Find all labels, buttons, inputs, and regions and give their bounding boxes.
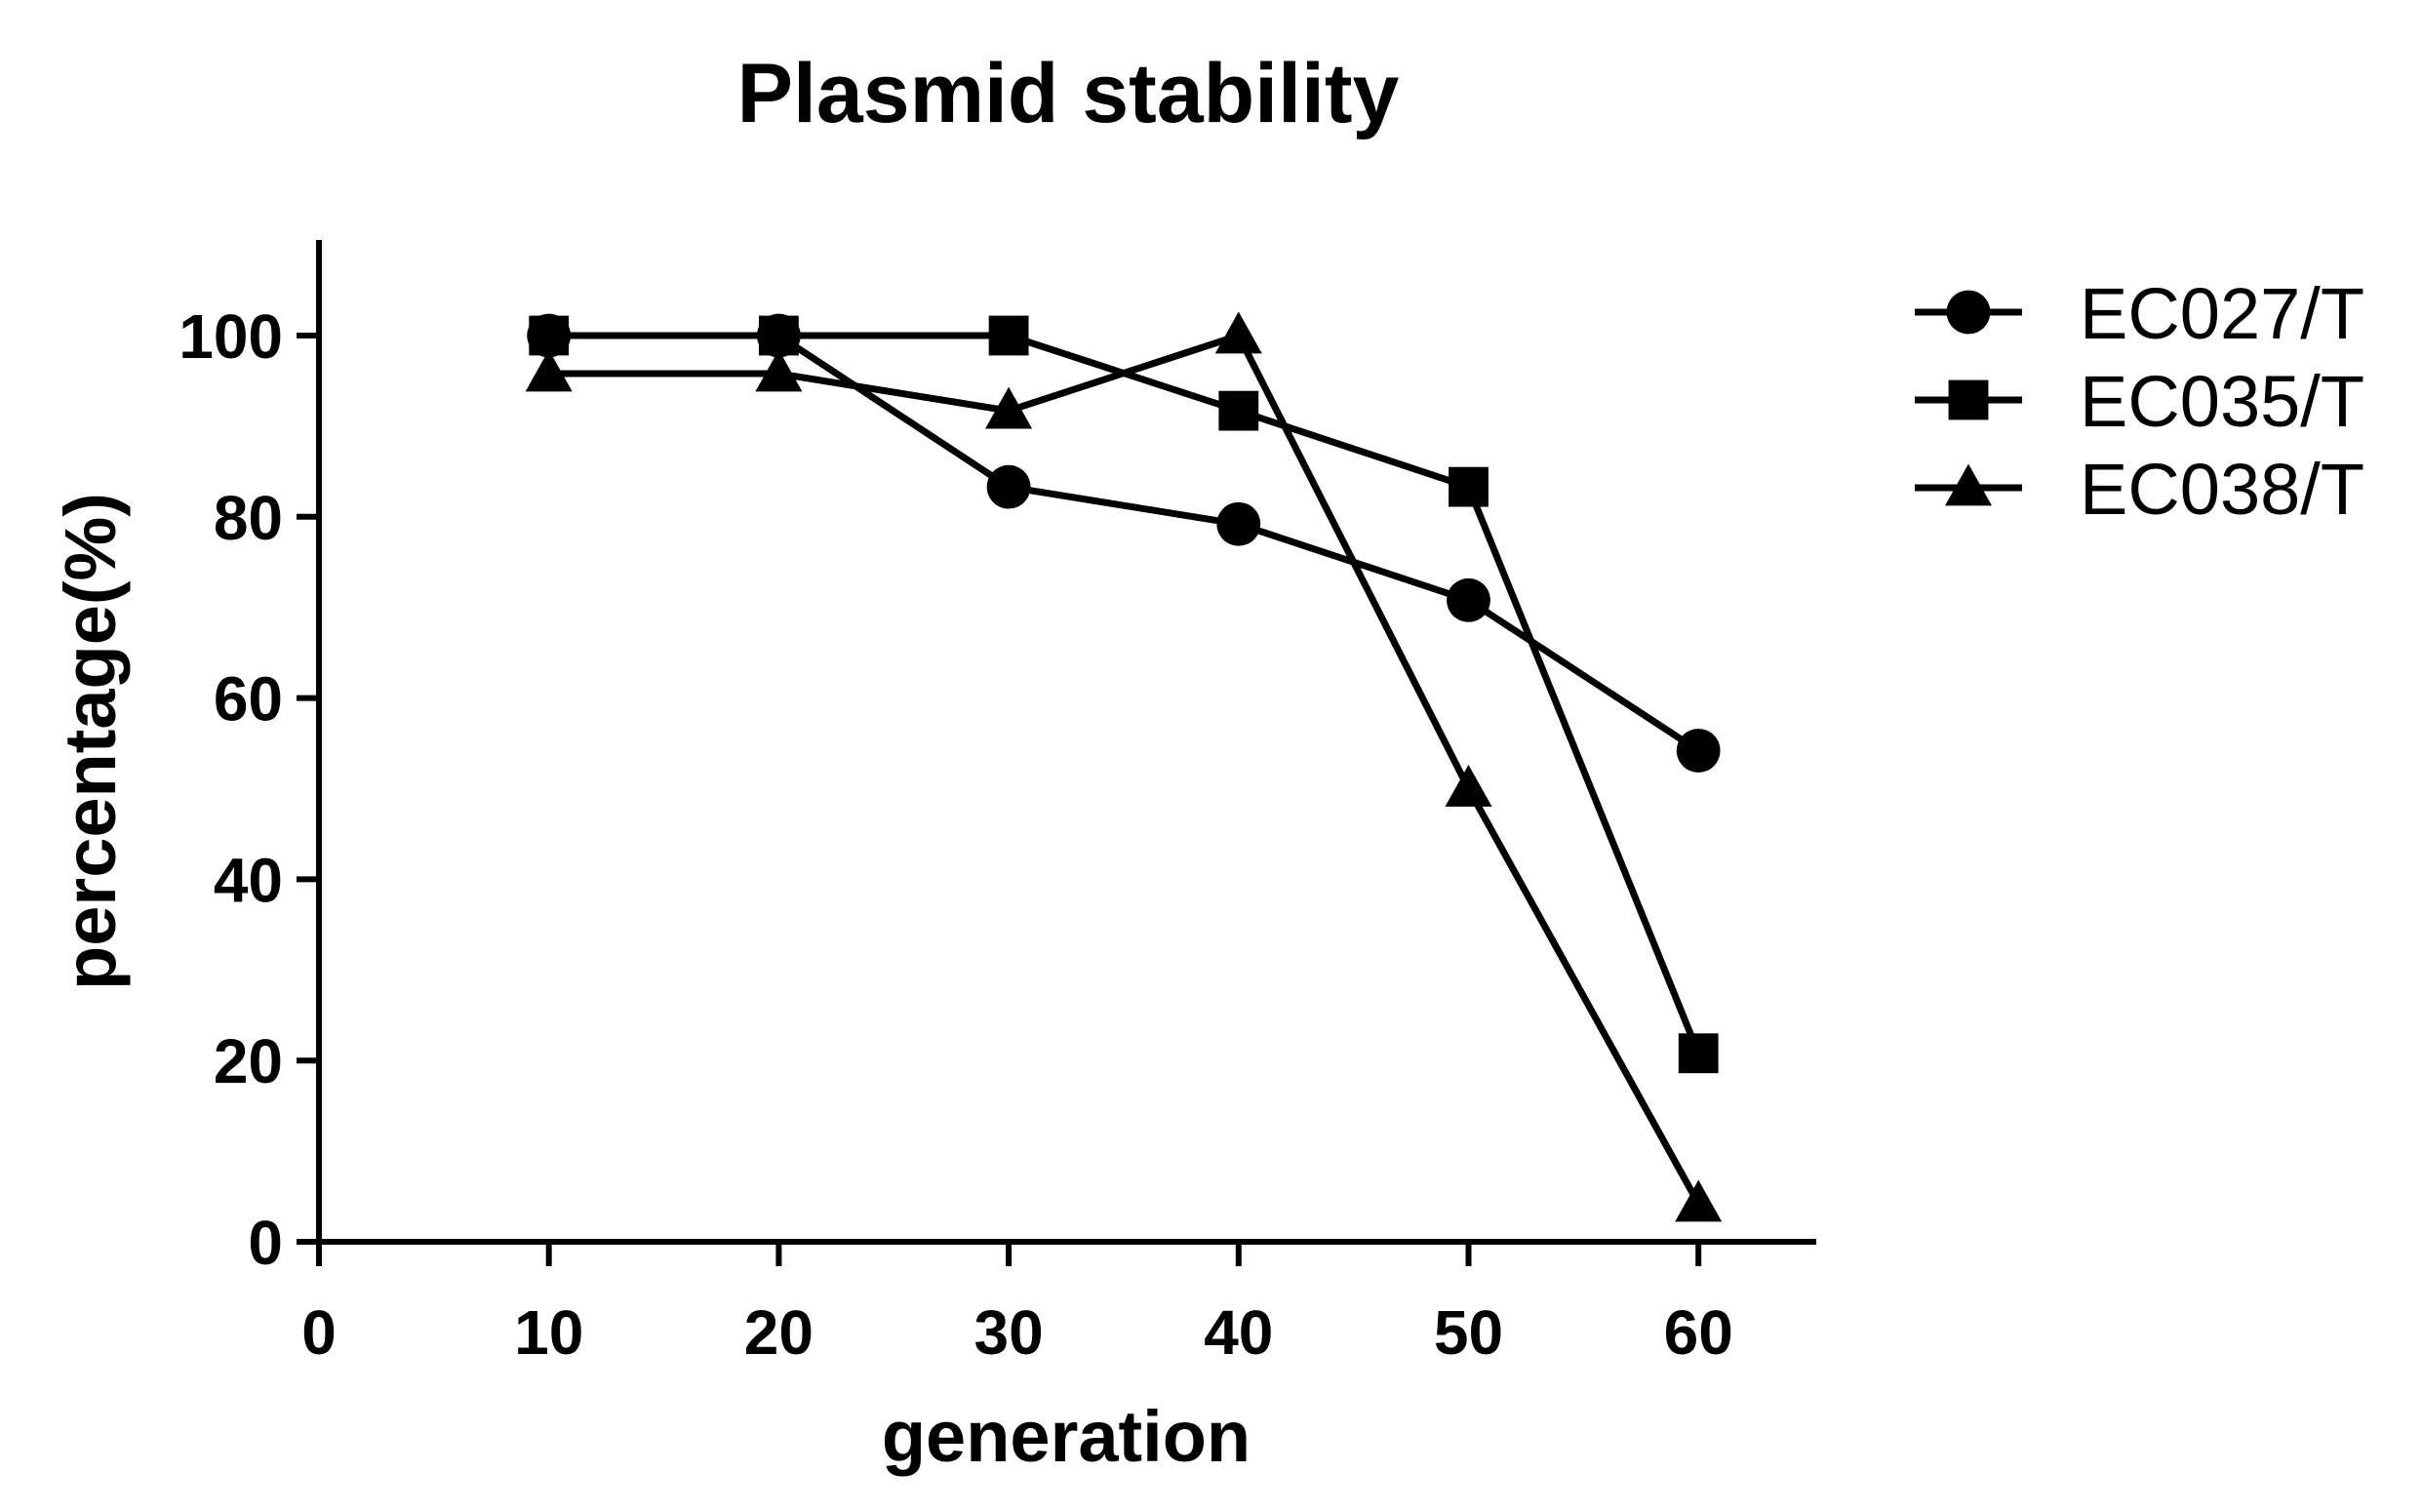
series-ec035-t	[529, 315, 1719, 1074]
data-point-square	[529, 315, 570, 356]
x-tick-label: 50	[1434, 1297, 1503, 1368]
data-point-triangle	[1675, 1179, 1723, 1222]
legend-item: EC038/T	[1915, 449, 2364, 530]
y-tick-label: 80	[214, 483, 283, 553]
legend-item: EC027/T	[1915, 273, 2364, 354]
series-line	[548, 332, 1702, 1055]
series-line	[548, 332, 1701, 754]
y-tick-label: 0	[248, 1208, 283, 1278]
data-point-square	[988, 315, 1029, 356]
x-tick-label: 20	[744, 1297, 814, 1368]
y-tick-label: 60	[214, 664, 283, 735]
axes	[316, 240, 1816, 1245]
x-tick-label: 30	[974, 1297, 1044, 1368]
legend-marker-triangle	[1945, 463, 1992, 506]
x-tick-label: 0	[301, 1297, 337, 1368]
data-point-circle	[1447, 577, 1490, 622]
data-point-triangle	[755, 349, 803, 392]
chart-title: Plasmid stability	[737, 47, 1400, 140]
data-point-square	[759, 315, 799, 356]
legend-marker-circle	[1946, 290, 1991, 335]
data-point-circle	[1676, 729, 1721, 773]
y-ticks: 0 20 40 60 80 100	[179, 301, 319, 1278]
x-axis-title: generation	[882, 1396, 1251, 1477]
data-point-triangle	[1445, 765, 1492, 807]
series-line	[548, 332, 1702, 1206]
series-ec027-t	[527, 313, 1721, 773]
legend-label: EC035/T	[2080, 361, 2364, 442]
y-axis-title: percentage(%)	[50, 493, 131, 990]
x-tick-label: 10	[514, 1297, 583, 1368]
legend-label: EC027/T	[2080, 273, 2364, 354]
series-layer	[525, 311, 1723, 1222]
data-point-triangle	[1214, 311, 1262, 354]
legend-marker-square	[1948, 379, 1989, 420]
series-ec038-t	[525, 311, 1723, 1222]
legend-label: EC038/T	[2080, 449, 2364, 530]
x-tick-label: 40	[1204, 1297, 1273, 1368]
x-ticks: 0 10 20 30 40 50 60	[301, 1242, 1733, 1368]
data-point-triangle	[985, 386, 1033, 429]
y-tick-label: 40	[214, 845, 283, 915]
data-point-circle	[986, 464, 1031, 509]
data-point-square	[1218, 390, 1259, 431]
data-point-square	[1678, 1033, 1719, 1074]
y-tick-label: 100	[179, 301, 283, 372]
data-point-circle	[1216, 501, 1261, 546]
x-tick-label: 60	[1664, 1297, 1733, 1368]
y-tick-label: 20	[214, 1026, 283, 1096]
legend-item: EC035/T	[1915, 361, 2364, 442]
data-point-triangle	[525, 349, 573, 392]
data-point-square	[1449, 466, 1489, 507]
